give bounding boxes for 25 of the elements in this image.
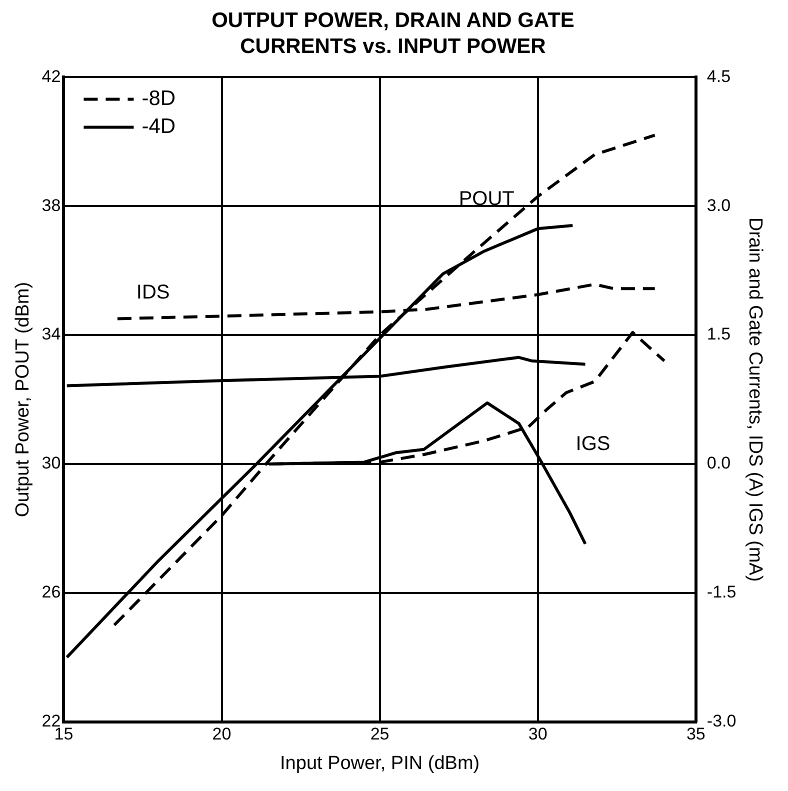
y-axis-title: Output Power, POUT (dBm) (12, 282, 34, 518)
y2-tick-label: -3.0 (706, 711, 736, 730)
annotation: POUT (458, 188, 514, 210)
legend-label: -4D (142, 114, 176, 138)
y2-tick-label: 0.0 (706, 454, 731, 473)
x-tick-label: 30 (528, 724, 548, 744)
y-tick-label: 38 (42, 196, 61, 215)
x-tick-label: 15 (54, 724, 74, 744)
y2-tick-label: 1.5 (706, 324, 731, 344)
x-axis-title: Input Power, PIN (dBm) (280, 752, 480, 774)
y2-axis-title: Drain and Gate Currents, IDS (A) IGS (mA) (744, 217, 766, 582)
legend-label: -8D (142, 86, 176, 110)
chart-title: OUTPUT POWER, DRAIN AND GATE CURRENTS vs. INPUT POWER (210, 8, 576, 60)
annotation: IGS (576, 433, 610, 456)
y-tick-label: 26 (42, 582, 61, 602)
y-tick-label: 34 (42, 324, 61, 344)
annotation: IDS (136, 282, 170, 304)
x-tick-label: 20 (212, 724, 232, 744)
y-tick-label: 42 (42, 66, 61, 86)
y2-tick-label: -1.5 (706, 582, 736, 602)
y-tick-label: 30 (42, 454, 61, 473)
y2-tick-label: 3.0 (706, 196, 731, 215)
x-tick-label: 25 (370, 724, 390, 744)
x-tick-label: 35 (686, 724, 706, 744)
y2-tick-label: 4.5 (706, 66, 731, 86)
